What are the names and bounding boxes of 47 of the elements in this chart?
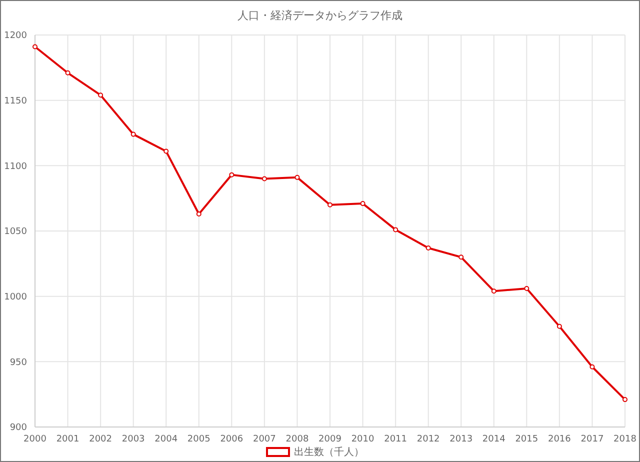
point — [229, 172, 234, 178]
x-tick-label: 2000 — [24, 434, 47, 444]
x-tick-label: 2017 — [580, 434, 604, 444]
point — [426, 245, 431, 250]
point — [491, 288, 496, 294]
x-tick-label: 2006 — [220, 434, 244, 444]
point — [556, 324, 562, 329]
x-tick-label: 2002 — [89, 434, 112, 444]
x-tick-label: 2007 — [252, 434, 276, 444]
x-tick-label: 2005 — [187, 434, 210, 444]
x-tick-label: 2008 — [286, 434, 309, 444]
y-tick-label: 1050 — [4, 227, 28, 238]
x-tick-label: 2009 — [318, 434, 342, 444]
point — [458, 254, 464, 260]
point — [32, 44, 38, 50]
point — [393, 227, 398, 232]
y-tick-label: 950 — [10, 358, 28, 368]
point — [524, 286, 530, 291]
point — [294, 174, 300, 180]
point — [262, 176, 267, 182]
x-tick-label: 2014 — [482, 434, 506, 444]
y-tick-label: 1000 — [4, 292, 28, 303]
legend-label: 出生数（千人） — [294, 446, 364, 459]
point — [98, 92, 104, 98]
y-tick-label: 1100 — [4, 162, 28, 172]
point — [196, 212, 202, 217]
x-tick-label: 2018 — [614, 434, 637, 444]
point — [590, 364, 595, 370]
point — [622, 397, 628, 402]
x-tick-label: 2012 — [416, 434, 440, 444]
x-tick-label: 2004 — [154, 434, 178, 444]
y-tick-label: 1150 — [4, 96, 28, 107]
x-tick-label: 2003 — [122, 434, 145, 444]
y-tick-label: 900 — [10, 423, 28, 434]
point — [65, 70, 70, 76]
chart-title: 人口・経済データからグラフ作成 — [236, 8, 404, 24]
x-tick-label: 2010 — [351, 434, 375, 444]
point — [360, 201, 366, 206]
y-tick-label: 1200 — [4, 31, 28, 42]
point — [130, 132, 136, 137]
x-tick-label: 2001 — [56, 434, 80, 444]
point — [164, 148, 169, 154]
x-tick-label: 2016 — [548, 434, 572, 444]
point — [328, 202, 332, 208]
x-tick-label: 2015 — [515, 434, 538, 444]
x-tick-label: 2011 — [384, 434, 408, 444]
x-tick-label: 2013 — [450, 434, 473, 444]
